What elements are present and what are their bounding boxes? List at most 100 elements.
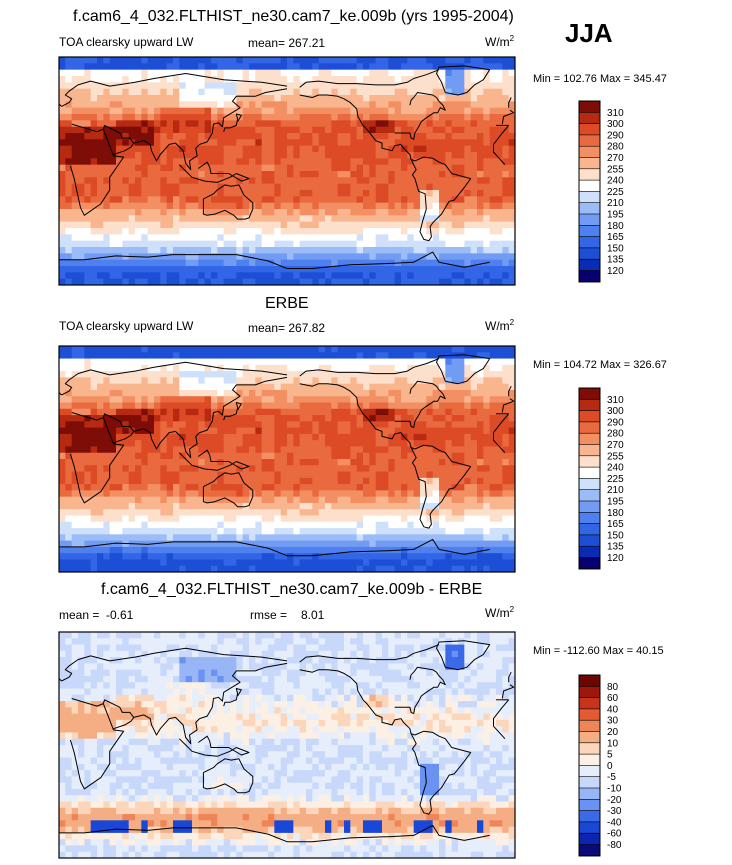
map-cell [483,452,491,460]
map-cell [496,278,503,286]
map-cell [185,196,193,204]
map-cell [109,158,117,166]
panel-2-minmax: Min = 104.72 Max = 326.67 [533,359,667,371]
map-cell [173,377,180,385]
map-cell [401,490,408,498]
map-cell [217,421,225,429]
map-cell [464,240,472,248]
map-cell [223,402,231,410]
map-cell [135,515,142,523]
map-cell [413,346,421,353]
map-cell [458,57,465,64]
map-cell [223,383,231,391]
map-cell [363,396,370,403]
map-cell [147,396,155,403]
map-cell [325,69,332,77]
map-cell [363,133,370,140]
map-cell [173,346,180,353]
map-cell [78,502,85,510]
map-cell [470,63,478,71]
map-cell [255,278,263,286]
map-cell [375,190,383,197]
map-cell [477,389,484,397]
map-cell [420,63,427,71]
map-cell [268,540,275,548]
map-cell [369,371,377,378]
map-cell [179,427,187,435]
map-cell [249,228,256,235]
map-cell [287,346,294,353]
map-cell [261,389,269,397]
map-cell [223,177,231,185]
map-cell [192,421,199,429]
map-cell [147,240,155,248]
map-cell [249,358,256,366]
map-cell [135,234,142,242]
map-cell [71,183,79,191]
map-cell [211,440,218,447]
map-cell [90,396,98,403]
map-cell [78,452,85,460]
map-cell [78,446,85,454]
map-cell [230,433,237,441]
map-cell [477,433,484,441]
map-cell [122,389,130,397]
map-cell [268,139,275,147]
map-cell [116,171,123,178]
map-cell [268,202,275,210]
map-cell [84,57,92,64]
map-cell [185,471,193,479]
map-cell [268,247,275,254]
map-cell [496,396,503,403]
map-cell [337,114,345,121]
map-cell [477,183,484,191]
map-cell [331,452,339,460]
map-cell [306,471,313,479]
map-cell [204,371,212,378]
map-cell [356,253,364,261]
map-cell [502,459,510,466]
map-cell [261,152,269,159]
map-cell [331,228,339,235]
map-cell [401,440,408,447]
map-cell [198,408,206,416]
map-cell [356,240,364,248]
map-cell [261,177,269,185]
map-cell [268,228,275,235]
map-cell [369,496,377,504]
map-cell [306,82,313,90]
coastline [436,65,491,96]
map-cell [445,139,453,147]
map-cell [489,371,497,378]
map-cell [293,528,301,535]
map-cell [325,471,332,479]
map-cell [280,402,288,410]
map-cell [363,190,370,197]
map-cell [154,158,161,166]
map-cell [293,278,301,286]
map-cell [318,95,326,102]
map-cell [508,209,516,216]
map-cell [185,253,193,261]
map-cell [363,421,370,429]
map-cell [230,69,237,77]
map-cell [318,389,326,397]
map-cell [496,139,503,147]
map-cell [65,521,73,529]
map-cell [59,540,66,548]
map-cell [84,433,92,441]
map-cell [331,459,339,466]
map-cell [502,126,510,134]
map-cell [483,114,491,121]
panel-3-units-label: W/m [485,606,510,620]
map-cell [363,352,370,359]
map-cell [147,88,155,96]
map-cell [78,408,85,416]
map-cell [103,177,111,185]
map-cell [103,408,111,416]
map-cell [502,440,510,447]
map-cell [445,88,453,96]
map-cell [470,358,478,366]
map-cell [470,446,478,454]
map-cell [274,158,282,166]
